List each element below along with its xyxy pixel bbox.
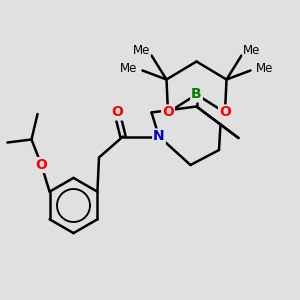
Text: O: O: [219, 106, 231, 119]
Text: O: O: [111, 106, 123, 119]
Text: O: O: [35, 158, 47, 172]
Text: N: N: [153, 130, 165, 143]
Text: Me: Me: [133, 44, 150, 57]
Text: B: B: [191, 88, 202, 101]
Text: Me: Me: [256, 62, 273, 76]
Text: O: O: [162, 106, 174, 119]
Text: Me: Me: [243, 44, 260, 57]
Text: Me: Me: [120, 62, 137, 76]
